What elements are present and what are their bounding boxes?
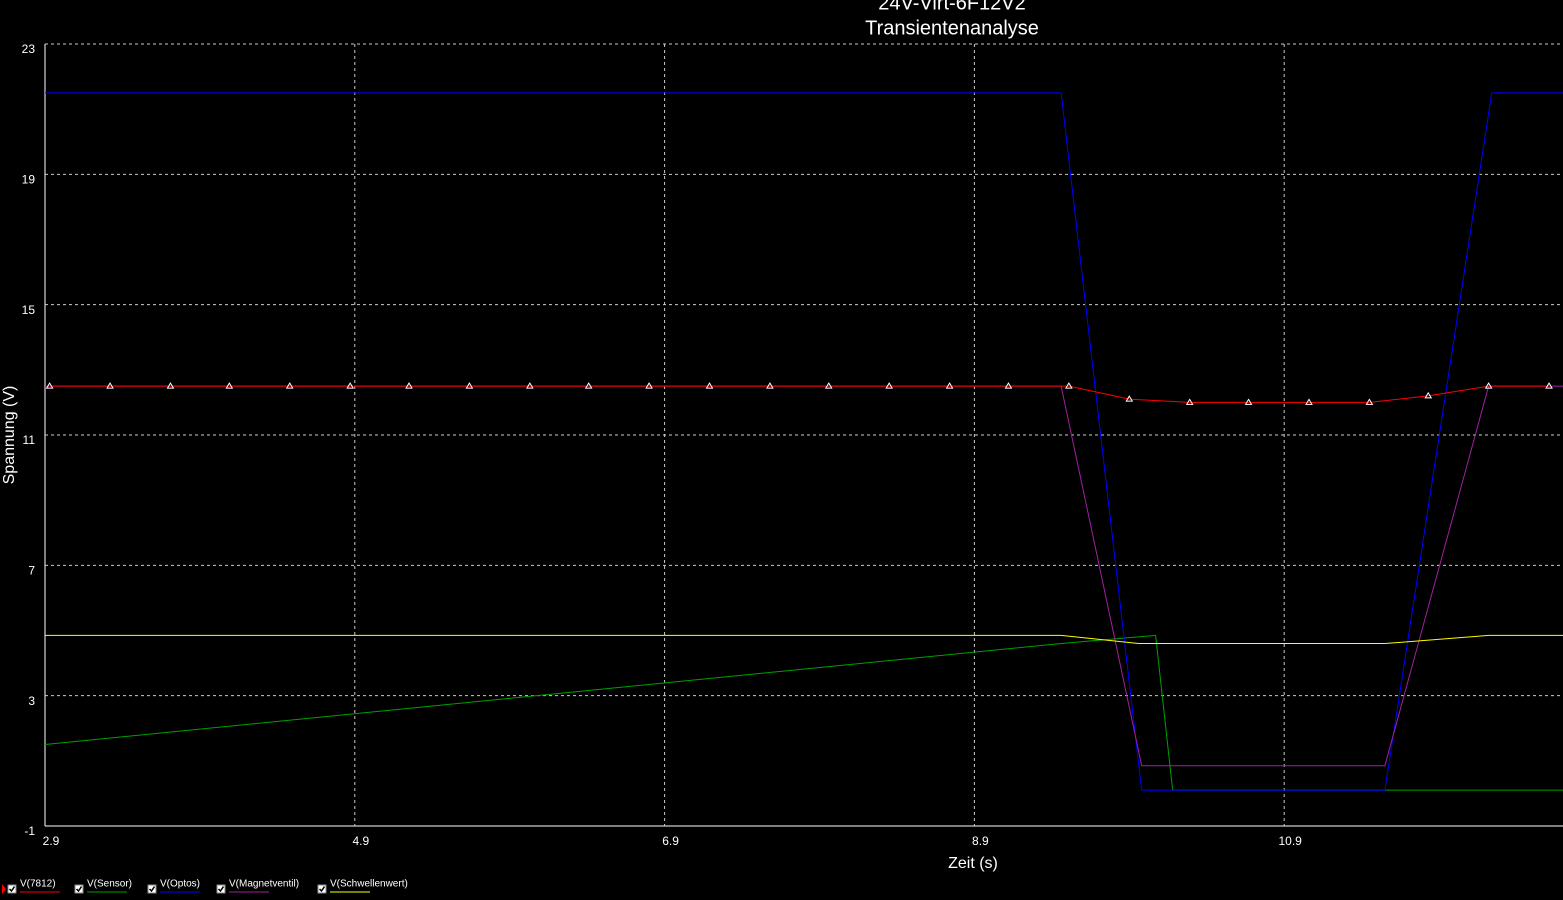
point-marker <box>1484 382 1493 389</box>
x-tick-label: 2.9 <box>43 834 60 848</box>
legend-check <box>75 886 83 893</box>
y-tick-label: 15 <box>22 303 36 317</box>
x-tick-label: 10.9 <box>1279 834 1303 848</box>
point-marker <box>1004 382 1013 389</box>
point-marker <box>285 382 294 389</box>
point-marker <box>1365 398 1374 405</box>
point-marker <box>1545 382 1553 389</box>
legend-label: V(Schwellenwert) <box>330 879 408 890</box>
series-line <box>45 92 1563 791</box>
y-tick-label: -1 <box>24 824 35 838</box>
x-tick-label: 8.9 <box>972 834 989 848</box>
x-tick-label: 6.9 <box>662 834 679 848</box>
point-marker <box>705 382 714 389</box>
legend-label: V(7812) <box>20 879 56 890</box>
y-tick-label: 19 <box>22 173 36 187</box>
legend-item[interactable]: V(Optos) <box>147 879 200 894</box>
y-axis-label: Spannung (V) <box>1 386 18 485</box>
legend-item[interactable]: V(Magnetventil) <box>216 879 299 894</box>
legend-label: V(Sensor) <box>87 879 132 890</box>
point-marker <box>45 382 54 389</box>
point-marker <box>824 382 833 389</box>
legend-check <box>318 886 326 893</box>
legend-check <box>148 886 156 893</box>
point-marker <box>885 382 894 389</box>
point-marker <box>1244 398 1253 405</box>
chart-subtitle: Transientenanalyse <box>865 17 1039 39</box>
y-tick-label: 11 <box>23 433 36 447</box>
legend-label: V(Optos) <box>160 879 200 890</box>
y-tick-label: 7 <box>28 564 35 578</box>
point-marker <box>465 382 474 389</box>
point-marker <box>346 382 355 389</box>
chart-title: 24V-Virt-6F12V2 <box>878 0 1026 14</box>
series-line <box>45 634 1563 645</box>
legend-item[interactable]: V(Schwellenwert) <box>317 879 408 894</box>
y-tick-label: 23 <box>22 42 36 56</box>
point-marker <box>1424 391 1433 399</box>
point-marker <box>106 382 114 389</box>
legend-item[interactable]: V(7812) <box>7 879 60 894</box>
legend-label: V(Magnetventil) <box>229 879 299 890</box>
legend-selector <box>2 884 6 894</box>
legend-check <box>8 886 16 893</box>
point-marker <box>584 382 593 389</box>
series-line <box>49 385 1550 403</box>
x-tick-label: 4.9 <box>352 834 369 848</box>
point-marker <box>166 382 175 389</box>
point-marker <box>1064 382 1073 389</box>
legend-check <box>217 886 225 893</box>
point-marker <box>225 382 234 389</box>
point-marker <box>405 382 413 389</box>
point-marker <box>766 382 774 389</box>
legend-item[interactable]: V(Sensor) <box>74 879 132 894</box>
point-marker <box>1305 398 1313 405</box>
point-marker <box>525 382 534 389</box>
y-tick-label: 3 <box>28 694 35 708</box>
x-axis-label: Zeit (s) <box>948 855 998 872</box>
point-marker <box>645 382 653 389</box>
point-marker <box>1125 395 1134 402</box>
point-marker <box>945 382 954 389</box>
point-marker <box>1185 398 1194 405</box>
